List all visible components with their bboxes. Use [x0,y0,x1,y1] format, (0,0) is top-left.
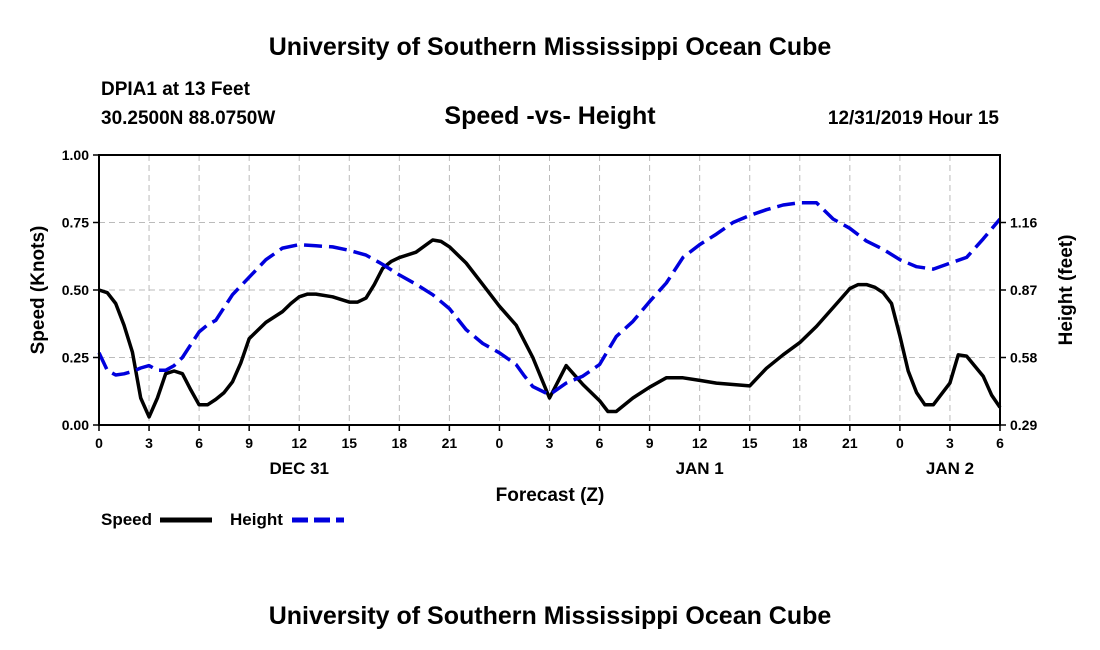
height-series-line [97,200,1002,397]
right-tick-label: 0.87 [1010,282,1037,298]
grid-lines [99,155,1000,425]
series-layer [97,200,1002,419]
left-tick-label: 0.75 [62,215,89,231]
x-tick-label: 18 [392,435,408,451]
x-tick-label: 6 [195,435,203,451]
left-tick-label: 0.50 [62,282,89,298]
right-tick-label: 0.58 [1010,350,1037,366]
legend: Speed Height [101,510,344,529]
x-tick-label: 0 [896,435,904,451]
bottom-title: University of Southern Mississippi Ocean… [269,602,832,630]
x-tick-label: 0 [95,435,103,451]
left-tick-label: 0.00 [62,417,89,433]
axis-ticks: 0 3 6 9 12 15 18 21 0 3 6 9 12 15 18 21 0 3 6 DEC 31 JAN 1 JA… [62,147,1038,478]
legend-speed-label: Speed [101,510,152,529]
plot-title: Speed -vs- Height [444,102,656,130]
legend-height-label: Height [230,510,283,529]
x-tick-label: 3 [946,435,954,451]
x-tick-label: 9 [646,435,654,451]
x-tick-label: 0 [496,435,504,451]
right-tick-label: 1.16 [1010,215,1037,231]
x-axis-title: Forecast (Z) [496,485,605,506]
left-tick-label: 1.00 [62,147,89,163]
x-tick-label: 21 [442,435,458,451]
station-label: DPIA1 at 13 Feet [101,79,251,100]
x-tick-label: 12 [291,435,307,451]
x-tick-label: 18 [792,435,808,451]
x-tick-label: 15 [341,435,357,451]
day-label: JAN 1 [676,459,724,478]
datetime-label: 12/31/2019 Hour 15 [828,108,1000,129]
right-tick-label: 0.29 [1010,417,1037,433]
x-tick-label: 9 [245,435,253,451]
x-tick-label: 12 [692,435,708,451]
x-tick-label: 15 [742,435,758,451]
left-axis-title: Speed (Knots) [28,226,49,355]
location-label: 30.2500N 88.0750W [101,108,275,129]
x-tick-label: 6 [996,435,1004,451]
right-axis-title: Height (feet) [1056,235,1077,346]
x-tick-label: 3 [145,435,153,451]
x-tick-label: 3 [546,435,554,451]
speed-series-line [98,238,1002,419]
x-tick-label: 6 [596,435,604,451]
top-title: University of Southern Mississippi Ocean… [269,33,832,61]
left-tick-label: 0.25 [62,350,89,366]
day-label: DEC 31 [269,459,329,478]
day-label: JAN 2 [926,459,974,478]
x-tick-label: 21 [842,435,858,451]
